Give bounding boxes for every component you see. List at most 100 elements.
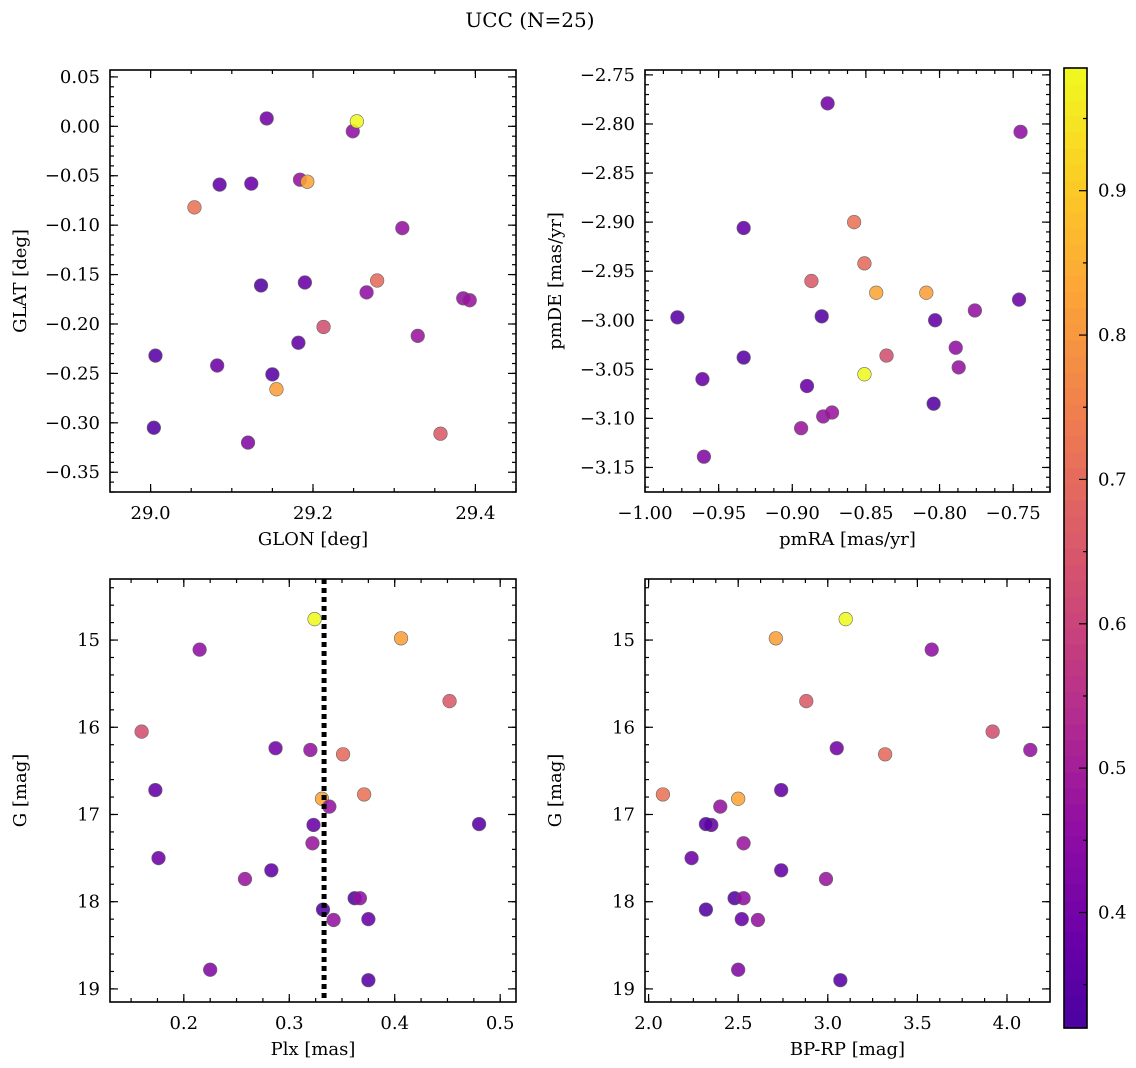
colorbar-segment: [1064, 100, 1087, 117]
colorbar-segment: [1064, 196, 1087, 213]
data-point: [359, 285, 374, 300]
colorbar-segment: [1064, 116, 1087, 133]
data-point: [410, 328, 425, 343]
colorbar-segment: [1064, 676, 1087, 693]
colorbar-tick-label: 0.9: [1098, 181, 1127, 202]
data-point: [148, 782, 163, 798]
data-point: [919, 285, 934, 300]
y-axis-label: pmDE [mas/yr]: [545, 212, 566, 350]
y-tick-label: −3.10: [580, 408, 635, 429]
colorbar-segment: [1064, 308, 1087, 325]
data-point: [244, 176, 259, 191]
data-point: [857, 367, 872, 382]
colorbar-segment: [1064, 948, 1087, 965]
data-point: [253, 278, 269, 293]
colorbar-segment: [1064, 244, 1087, 261]
colorbar-segment: [1064, 404, 1087, 421]
x-tick-label: −0.75: [986, 503, 1041, 524]
y-tick-label: −3.00: [580, 310, 635, 331]
data-point: [951, 360, 966, 375]
colorbar-tick-label: 0.8: [1098, 325, 1127, 346]
data-point: [259, 111, 274, 126]
colorbar-segment: [1064, 740, 1087, 757]
colorbar-segment: [1064, 820, 1087, 837]
data-point: [326, 912, 341, 928]
data-point: [395, 221, 410, 236]
data-point: [829, 741, 844, 756]
data-point: [731, 791, 746, 806]
data-point: [750, 912, 765, 928]
axes-frame: [644, 69, 1051, 493]
colorbar-segment: [1064, 596, 1087, 613]
x-tick-label: 3.0: [813, 1013, 842, 1034]
colorbar-segment: [1064, 436, 1087, 453]
data-point: [297, 275, 312, 290]
colorbar-tick-label: 0.6: [1098, 614, 1127, 635]
y-tick-label: 17: [612, 804, 635, 825]
data-point: [1011, 292, 1027, 307]
colorbar-segment: [1064, 148, 1087, 165]
colorbar-segment: [1064, 644, 1087, 661]
data-point: [146, 420, 161, 435]
data-point: [857, 256, 872, 271]
data-point: [794, 421, 809, 436]
colorbar-segment: [1064, 628, 1087, 645]
data-point: [967, 303, 982, 318]
data-point: [349, 114, 364, 129]
data-point: [192, 642, 207, 657]
data-point: [305, 836, 320, 851]
colorbar-segment: [1064, 1012, 1087, 1029]
colorbar-segment: [1064, 564, 1087, 581]
data-point: [462, 293, 477, 308]
axes-frame: [644, 578, 1051, 1003]
panels: 29.0 29.2 29.4 0.05 0.00 −0.05 −0.10 −0.15 −0.20…: [10, 65, 1051, 1060]
data-point: [352, 891, 368, 906]
colorbar-segment: [1064, 484, 1087, 501]
y-tick-label: 16: [77, 717, 100, 738]
colorbar-segment: [1064, 516, 1087, 533]
x-tick-label: −1.00: [617, 503, 672, 524]
colorbar-segment: [1064, 660, 1087, 677]
axes-frame: [109, 69, 517, 493]
y-tick-label: −0.15: [45, 265, 100, 286]
data-point: [1013, 124, 1028, 139]
colorbar-segment: [1064, 180, 1087, 197]
x-tick-label: 2.0: [634, 1013, 663, 1034]
data-point: [240, 435, 256, 450]
data-point: [291, 335, 306, 350]
colorbar-segment: [1064, 916, 1087, 933]
data-point: [734, 912, 749, 927]
colorbar-segment: [1064, 372, 1087, 389]
y-tick-label: 19: [77, 979, 100, 1000]
y-tick-label: −0.25: [45, 363, 100, 384]
data-point: [799, 694, 814, 709]
colorbar-segment: [1064, 164, 1087, 181]
y-tick-label: −2.80: [580, 114, 635, 135]
colorbar-segment: [1064, 132, 1087, 149]
data-point: [393, 631, 409, 646]
data-point: [696, 449, 712, 464]
colorbar-segment: [1064, 980, 1087, 997]
colorbar-segment: [1064, 932, 1087, 949]
y-tick-label: −3.05: [580, 359, 635, 380]
data-point: [134, 724, 149, 739]
data-point: [698, 902, 714, 917]
y-tick-label: 0.00: [60, 116, 100, 137]
x-tick-label: −0.80: [912, 503, 967, 524]
data-point: [833, 973, 848, 988]
x-tick-label: −0.95: [691, 503, 746, 524]
data-point: [210, 358, 225, 373]
axes-frame: [109, 578, 517, 1003]
data-point: [814, 309, 829, 324]
x-tick-label: 29.4: [455, 503, 495, 524]
colorbar-segment: [1064, 772, 1087, 789]
y-tick-label: −0.30: [45, 413, 100, 434]
panel-4: 2.0 2.5 3.0 3.5 4.0 15 16 17 18 19 BP-RP [mag] G [m…: [545, 578, 1051, 1060]
colorbar-segment: [1064, 212, 1087, 229]
colorbar-segment: [1064, 548, 1087, 565]
y-tick-label: 19: [612, 979, 635, 1000]
x-tick-label: 3.5: [903, 1013, 932, 1034]
x-tick-label: 29.2: [293, 503, 333, 524]
colorbar-segment: [1064, 228, 1087, 245]
y-tick-label: −2.75: [580, 65, 635, 86]
